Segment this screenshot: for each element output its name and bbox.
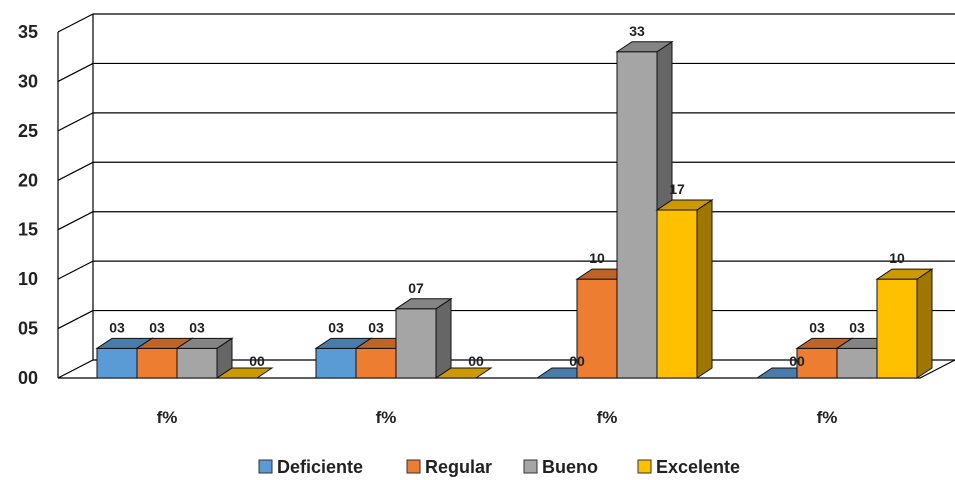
bar-top — [434, 367, 493, 379]
y-tick-label: 10 — [18, 269, 38, 289]
category-label: f% — [597, 408, 618, 427]
data-label: 03 — [189, 319, 205, 335]
bar-front — [395, 308, 437, 379]
gridline-side — [57, 62, 94, 82]
legend-label: Bueno — [542, 457, 598, 477]
bar-front — [96, 347, 138, 379]
bar-front — [576, 278, 618, 379]
legend-label: Regular — [425, 457, 492, 477]
data-label: 03 — [109, 319, 125, 335]
data-label: 00 — [789, 353, 805, 369]
bar-front — [136, 347, 178, 379]
y-tick-label: 15 — [18, 220, 38, 240]
bar-front — [315, 347, 357, 379]
legend: Deficiente Regular Bueno Excelente — [258, 457, 740, 477]
bar-top — [615, 41, 674, 53]
gridline-side — [57, 260, 94, 280]
bar-front — [876, 278, 918, 379]
y-tick-label: 25 — [18, 121, 38, 141]
bar-top — [175, 337, 234, 349]
gridline-side — [57, 211, 94, 231]
data-label: 00 — [249, 353, 265, 369]
legend-swatch — [258, 459, 273, 474]
bar-side — [916, 268, 933, 379]
category-label: f% — [157, 408, 178, 427]
y-tick-label: 20 — [18, 170, 38, 190]
y-tick-label: 35 — [18, 22, 38, 42]
data-label: 00 — [569, 353, 585, 369]
legend-label: Deficiente — [277, 457, 363, 477]
gridline-side — [57, 161, 94, 181]
bar-excelente — [655, 199, 714, 379]
legend-item-bueno: Bueno — [523, 457, 598, 477]
bar-excelente — [434, 367, 493, 379]
data-label: 03 — [368, 319, 384, 335]
y-tick-label: 05 — [18, 319, 38, 339]
bar-top — [875, 268, 934, 280]
data-label: 03 — [149, 319, 165, 335]
data-label: 10 — [889, 250, 905, 266]
gridline-side — [57, 112, 94, 132]
bar-front — [836, 347, 878, 379]
category-label: f% — [376, 408, 397, 427]
bar-side — [435, 297, 452, 379]
bar-front — [355, 347, 397, 379]
bar-front — [616, 51, 658, 379]
legend-swatch — [523, 459, 538, 474]
legend-label: Excelente — [656, 457, 740, 477]
data-label: 03 — [849, 319, 865, 335]
bar-side — [696, 199, 713, 379]
bar-front — [656, 209, 698, 379]
bar-excelente — [875, 268, 934, 379]
x-axis-categories: f% f% f% f% — [157, 408, 838, 427]
data-label: 03 — [809, 319, 825, 335]
bar-top — [215, 367, 274, 379]
y-tick-label: 00 — [18, 368, 38, 388]
bar-front — [796, 347, 838, 379]
data-label: 07 — [408, 280, 424, 296]
data-label: 03 — [328, 319, 344, 335]
legend-item-deficiente: Deficiente — [258, 457, 363, 477]
bar-front — [176, 347, 218, 379]
bar-top — [655, 199, 714, 211]
data-label: 17 — [669, 181, 685, 197]
gridline-side — [57, 310, 94, 330]
y-axis-ticks: 00 05 10 15 20 25 30 35 — [18, 22, 38, 388]
legend-item-excelente: Excelente — [637, 457, 740, 477]
bars — [95, 40, 934, 379]
bar-bueno — [175, 337, 234, 379]
bar-bueno — [394, 297, 453, 379]
data-label: 00 — [468, 353, 484, 369]
bar-top — [394, 298, 453, 310]
data-label: 33 — [629, 23, 645, 39]
gridlines — [57, 13, 955, 330]
data-labels: 03 03 03 00 03 03 07 00 00 10 33 17 00 03 03 10 — [109, 23, 905, 369]
legend-swatch — [637, 459, 652, 474]
y-tick-label: 30 — [18, 71, 38, 91]
bar-excelente — [215, 367, 274, 379]
legend-item-regular: Regular — [406, 457, 492, 477]
legend-swatch — [406, 459, 421, 474]
category-label: f% — [817, 408, 838, 427]
data-label: 10 — [589, 250, 605, 266]
gridline-side — [57, 13, 94, 33]
